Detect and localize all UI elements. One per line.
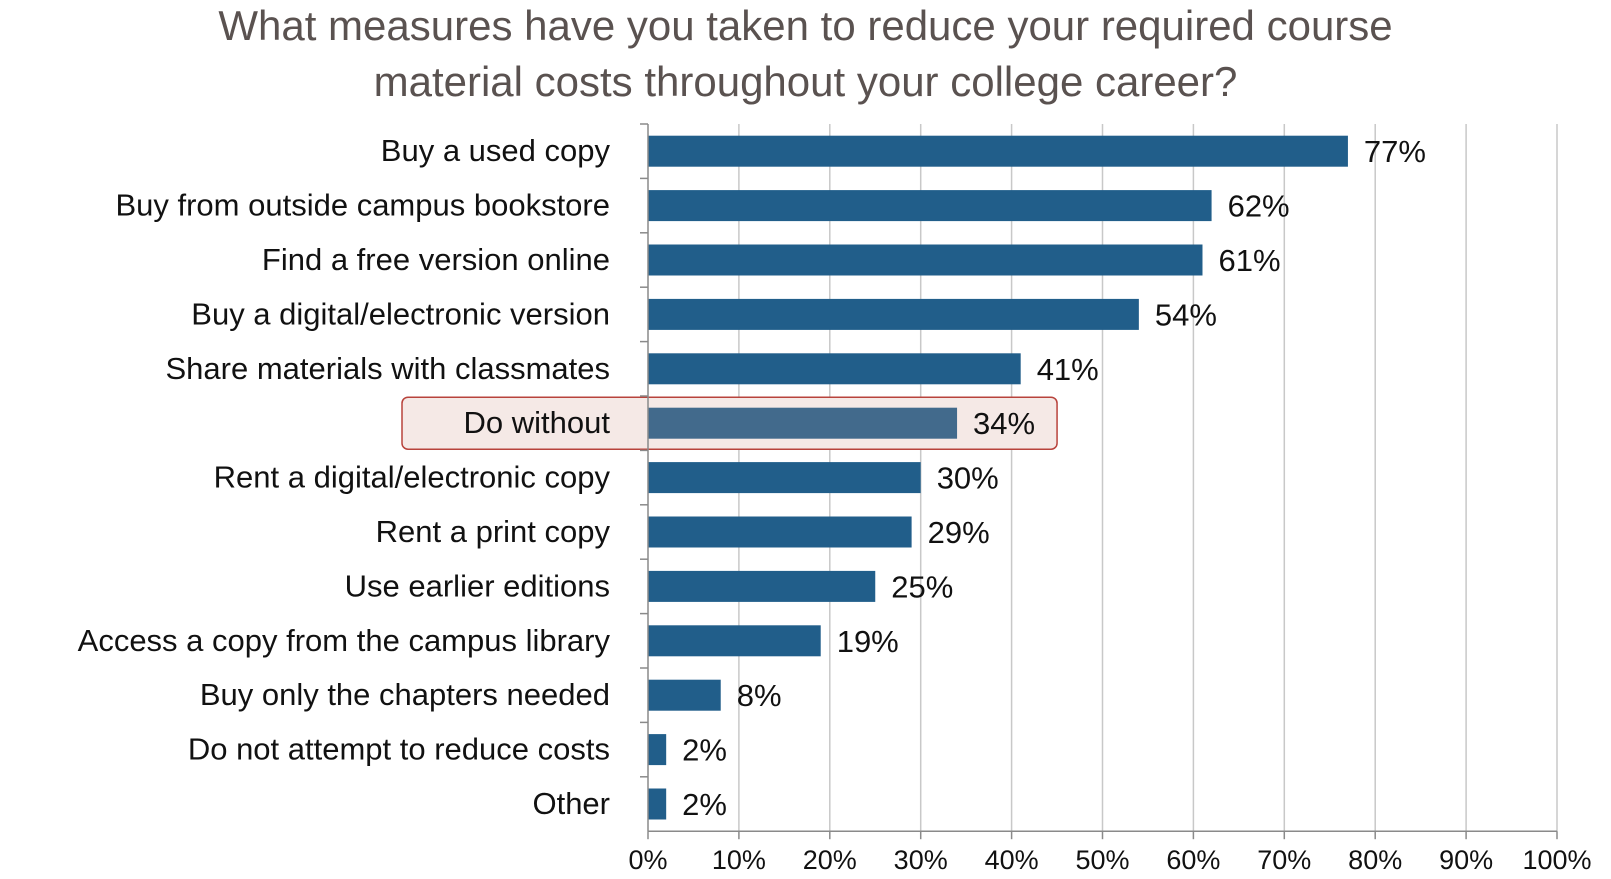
data-label: 29% xyxy=(928,515,990,550)
x-tick-label: 100% xyxy=(1522,845,1591,875)
chart-title-line-2: material costs throughout your college c… xyxy=(373,58,1238,105)
category-label: Find a free version online xyxy=(262,242,610,277)
category-label: Use earlier editions xyxy=(345,568,610,603)
category-label: Buy only the chapters needed xyxy=(200,677,610,712)
x-tick-label: 40% xyxy=(985,845,1039,875)
bar xyxy=(648,570,876,602)
bar xyxy=(648,407,958,439)
category-label: Buy a used copy xyxy=(381,133,611,168)
x-tick-label: 50% xyxy=(1075,845,1129,875)
bar xyxy=(648,298,1139,330)
bar xyxy=(648,462,921,494)
category-label: Share materials with classmates xyxy=(166,351,611,386)
data-label: 2% xyxy=(682,733,727,768)
data-label: 54% xyxy=(1155,297,1217,332)
category-label: Rent a digital/electronic copy xyxy=(214,460,611,495)
x-tick-label: 80% xyxy=(1348,845,1402,875)
category-label: Buy from outside campus bookstore xyxy=(115,188,610,223)
bar xyxy=(648,516,912,548)
bar xyxy=(648,244,1203,276)
category-label: Buy a digital/electronic version xyxy=(191,296,610,331)
bar xyxy=(648,190,1212,222)
category-label: Other xyxy=(532,786,610,821)
x-tick-label: 10% xyxy=(712,845,766,875)
bar xyxy=(648,679,721,711)
category-label: Do not attempt to reduce costs xyxy=(188,732,610,767)
data-label: 30% xyxy=(937,461,999,496)
x-tick-label: 70% xyxy=(1257,845,1311,875)
x-tick-label: 90% xyxy=(1439,845,1493,875)
data-label: 25% xyxy=(891,569,953,604)
data-label: 61% xyxy=(1218,243,1280,278)
data-label: 8% xyxy=(737,678,782,713)
data-label: 2% xyxy=(682,787,727,822)
category-label: Rent a print copy xyxy=(376,514,611,549)
category-label: Access a copy from the campus library xyxy=(78,623,611,658)
x-tick-label: 20% xyxy=(803,845,857,875)
bar xyxy=(648,734,667,766)
data-label: 62% xyxy=(1228,189,1290,224)
chart-title-line-1: What measures have you taken to reduce y… xyxy=(218,2,1393,49)
bar xyxy=(648,353,1021,385)
bar xyxy=(648,788,667,820)
data-label: 19% xyxy=(837,624,899,659)
x-tick-label: 60% xyxy=(1166,845,1220,875)
category-label: Do without xyxy=(464,405,611,440)
bar xyxy=(648,625,821,657)
data-label: 34% xyxy=(973,406,1035,441)
x-tick-label: 0% xyxy=(628,845,667,875)
x-tick-label: 30% xyxy=(894,845,948,875)
data-label: 77% xyxy=(1364,134,1426,169)
bar xyxy=(648,135,1348,167)
data-label: 41% xyxy=(1037,352,1099,387)
